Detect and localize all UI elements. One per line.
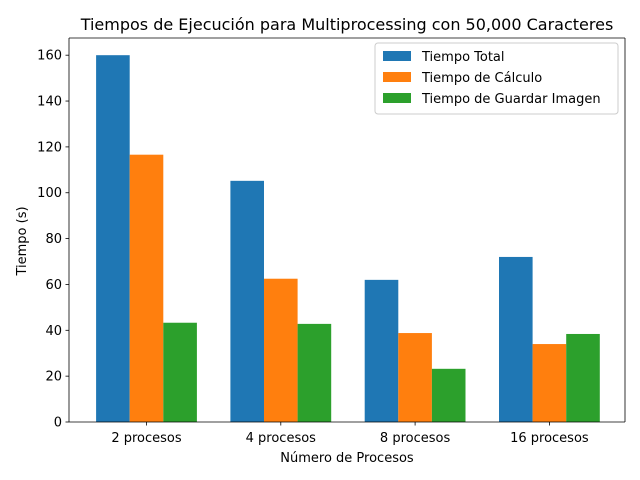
y-tick-label: 120	[37, 140, 62, 155]
legend: Tiempo Total Tiempo de Cálculo Tiempo de G…	[374, 42, 619, 115]
y-tick-label: 100	[37, 186, 62, 201]
bar-series-3-2-procesos	[163, 322, 197, 422]
bar-series-3-4-procesos	[297, 323, 332, 422]
y-tick-label: 160	[37, 49, 62, 64]
legend-swatch-2	[383, 72, 411, 82]
y-tick-label: 40	[45, 324, 62, 339]
bar-series-2-4-procesos	[264, 278, 298, 422]
bar-series-1-4-procesos	[230, 180, 264, 422]
bar-series-3-8-procesos	[431, 368, 466, 422]
legend-label-1: Tiempo Total	[421, 50, 505, 65]
legend-swatch-1	[383, 51, 411, 61]
bar-series-1-8-procesos	[364, 279, 399, 422]
legend-swatch-3	[383, 93, 411, 103]
x-tick-label: 4 procesos	[246, 431, 317, 446]
y-tick-label: 0	[54, 416, 62, 431]
y-tick-label: 140	[37, 95, 62, 110]
bar-series-2-2-procesos	[129, 154, 164, 422]
x-tick-label: 2 procesos	[111, 431, 182, 446]
x-axis-label: Número de Procesos	[280, 451, 414, 466]
y-tick-label: 60	[45, 278, 62, 293]
legend-label-3: Tiempo de Guardar Imagen	[421, 92, 601, 107]
legend-frame	[374, 42, 619, 115]
y-tick-label: 20	[45, 370, 62, 385]
bar-series-2-8-procesos	[398, 333, 432, 422]
bar-series-1-16-procesos	[499, 256, 533, 422]
bar-series-1-2-procesos	[96, 55, 130, 422]
plot-area: 0 20 40 60 80 100 120 140 160 2 procesos 4 proceso…	[37, 37, 626, 446]
bar-series-3-16-procesos	[566, 333, 600, 422]
x-tick-label: 16 procesos	[510, 431, 589, 446]
y-axis-label: Tiempo (s)	[15, 206, 30, 276]
chart-title: Tiempos de Ejecución para Multiprocessin…	[80, 15, 614, 34]
x-tick-label: 8 procesos	[380, 431, 451, 446]
legend-label-2: Tiempo de Cálculo	[421, 71, 542, 86]
y-tick-label: 80	[45, 232, 62, 247]
bar-series-2-16-procesos	[532, 344, 567, 422]
